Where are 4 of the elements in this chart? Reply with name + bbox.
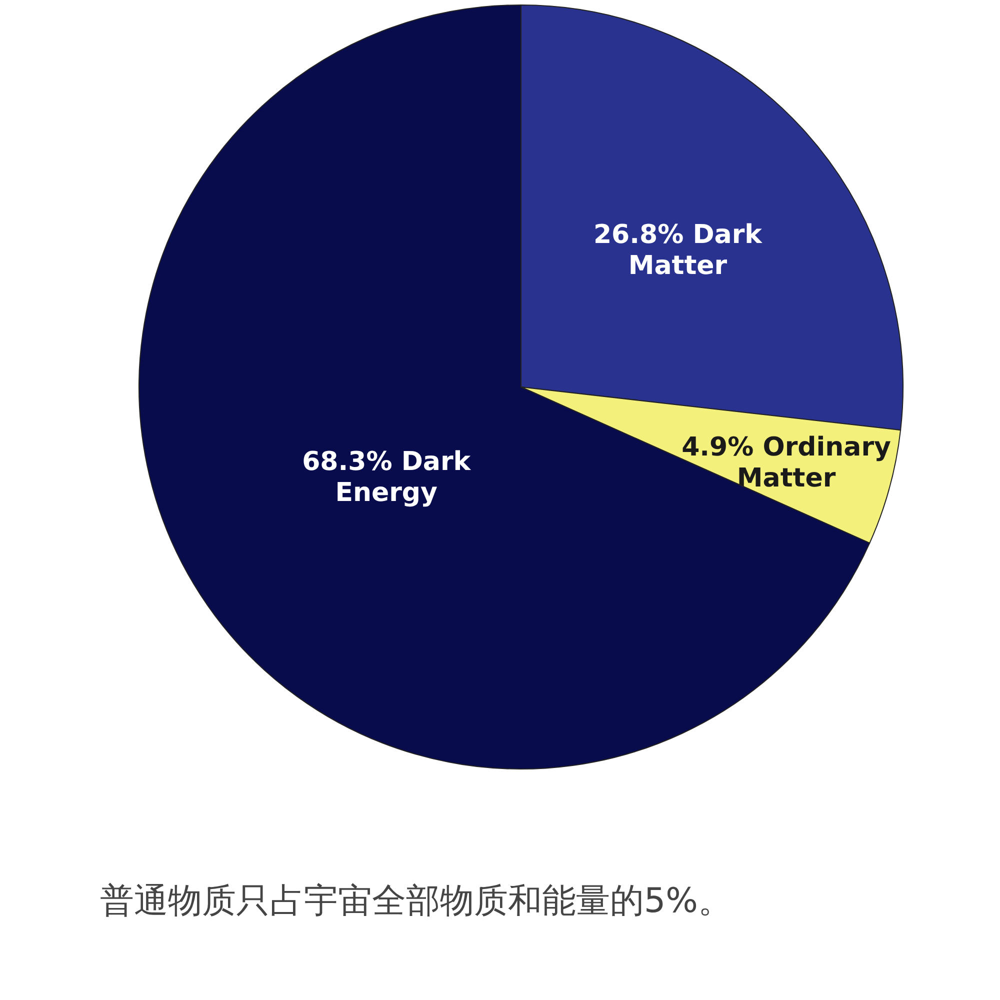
slice-label: 4.9% Ordinary Matter [682,432,892,494]
slice-label: 68.3% Dark Energy [302,447,472,508]
text: 普通物质只占宇宙全部物质和能量的5%。 [100,881,732,921]
slice-label: 26.8% Dark Matter [593,220,763,282]
